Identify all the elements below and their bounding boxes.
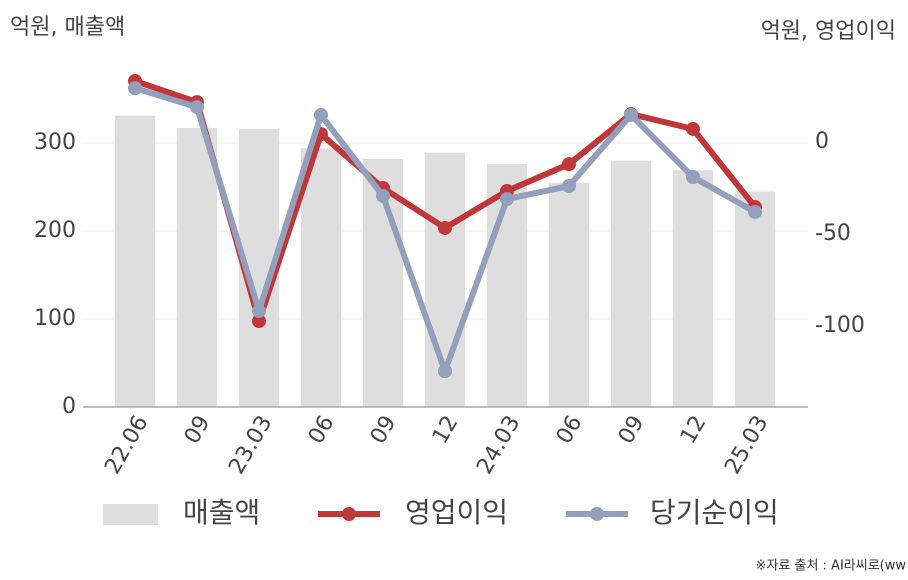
x-tick-label: 09 (366, 412, 402, 449)
point (748, 204, 762, 219)
bar (114, 115, 156, 407)
x-tick-label: 12 (676, 412, 712, 449)
point (562, 179, 576, 194)
x-tick-label: 23.03 (224, 412, 277, 479)
y-axis-label: 억원, 매출액 (10, 15, 125, 40)
point (252, 314, 266, 329)
point (252, 303, 266, 318)
y-tick-label: 0 (62, 394, 76, 419)
point (376, 188, 390, 203)
source-note: ※자료 출처 : AI라씨로(ww (756, 559, 907, 574)
bar (734, 191, 776, 407)
y-tick-label: 300 (34, 130, 76, 155)
legend-label: 영업이익 (405, 496, 508, 529)
point (562, 157, 576, 172)
point (438, 220, 452, 235)
bar (672, 170, 714, 407)
x-tick-label: 22.06 (100, 412, 153, 479)
bar (300, 148, 342, 407)
x-tick-label: 09 (180, 412, 216, 449)
y-tick-label: 200 (34, 218, 76, 243)
legend-swatch (590, 507, 604, 521)
x-tick-label: 12 (428, 412, 464, 449)
legend-swatch (103, 504, 158, 525)
y2-axis-label: 억원, 영업이익 (761, 19, 896, 44)
point (190, 100, 204, 115)
y2-tick-label: -100 (815, 313, 865, 338)
bar (548, 182, 590, 407)
point (686, 169, 700, 184)
bar (610, 160, 652, 407)
y2-tick-label: 0 (815, 129, 829, 154)
point (686, 121, 700, 136)
x-tick-label: 09 (614, 412, 650, 449)
point (128, 81, 142, 96)
bar (176, 128, 218, 408)
point (438, 364, 452, 379)
legend-label: 당기순이익 (650, 496, 779, 529)
x-tick-label: 24.03 (472, 412, 525, 479)
x-tick-label: 25.03 (720, 412, 773, 479)
legend-label: 매출액 (183, 496, 260, 529)
point (624, 107, 638, 122)
point (500, 192, 514, 207)
legend-swatch (342, 507, 356, 521)
y-tick-label: 100 (34, 306, 76, 331)
x-tick-label: 06 (304, 412, 340, 449)
x-tick-label: 06 (552, 412, 588, 449)
y2-tick-label: -50 (815, 221, 851, 246)
point (314, 107, 328, 122)
